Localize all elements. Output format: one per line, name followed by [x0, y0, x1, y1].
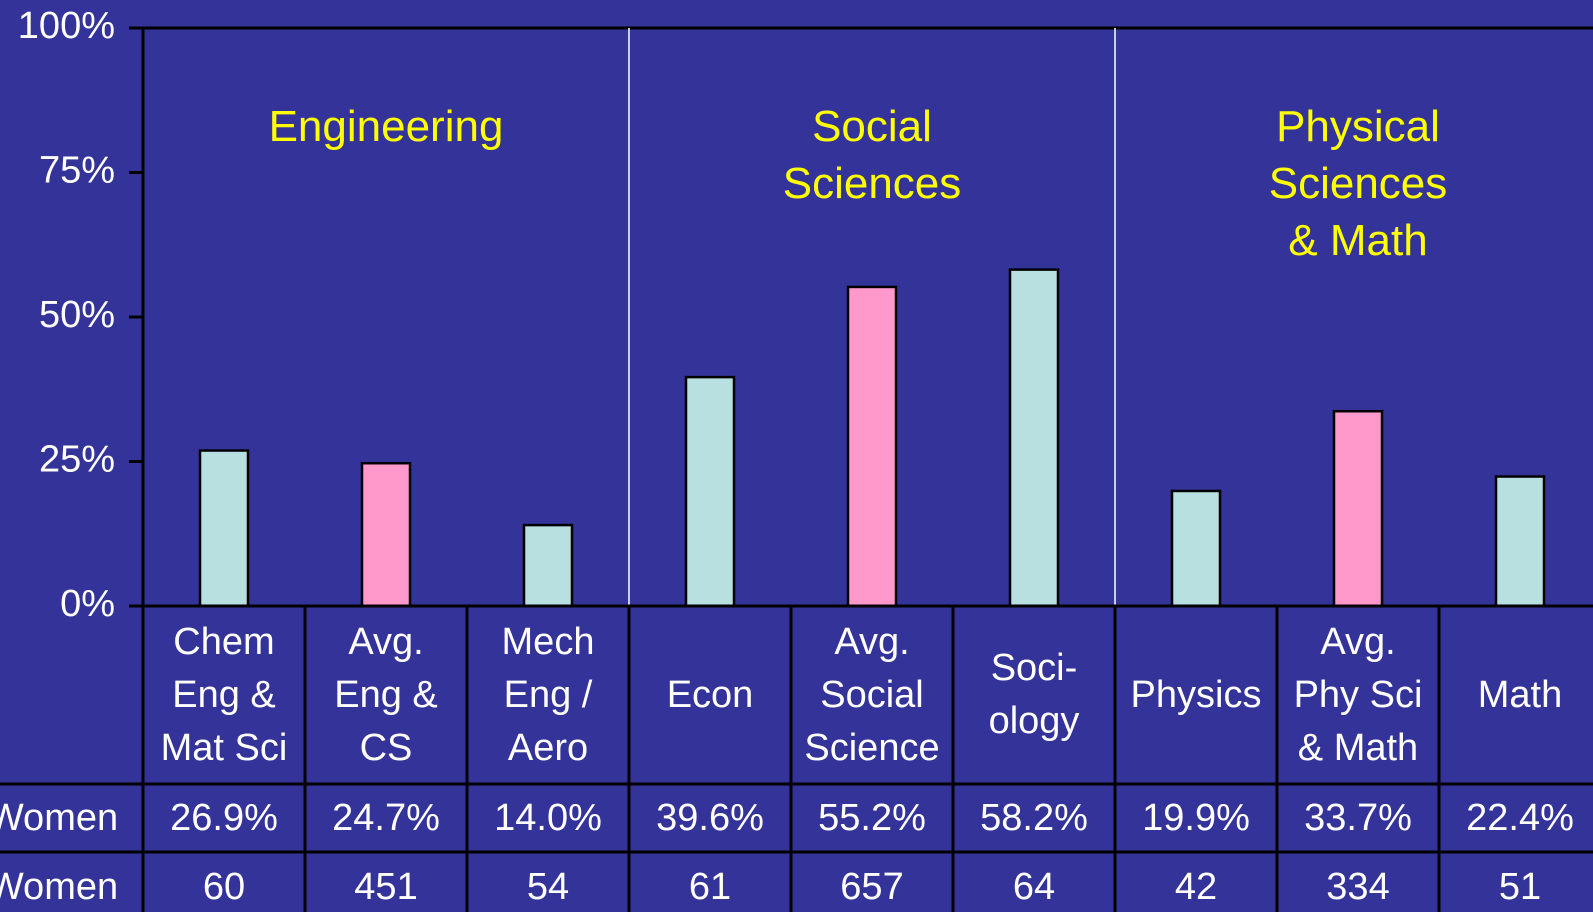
percent-cell: 14.0%: [494, 796, 602, 839]
percent-cell: 33.7%: [1304, 796, 1412, 839]
bar: [1170, 489, 1222, 608]
percent-cell: 39.6%: [656, 796, 764, 839]
category-label: Mech Eng / Aero: [501, 620, 595, 769]
bar: [1332, 409, 1384, 608]
y-tick-label: 100%: [18, 5, 115, 47]
percent-cell: 55.2%: [818, 796, 926, 839]
y-tick-label: 25%: [39, 439, 115, 481]
group-title: Physical Sciences & Math: [1268, 102, 1448, 265]
bar: [198, 449, 250, 608]
group-title: Engineering: [268, 102, 504, 151]
percent-cell: 26.9%: [170, 796, 278, 839]
category-label: Avg. Eng & CS: [334, 620, 438, 769]
y-tick-label: 75%: [39, 150, 115, 192]
row-label: Women: [0, 865, 119, 908]
count-cell: 61: [688, 865, 732, 908]
count-cell: 51: [1498, 865, 1542, 908]
bar: [1008, 268, 1060, 608]
percent-cell: 22.4%: [1466, 796, 1574, 839]
group-title: Social Sciences: [782, 102, 962, 208]
count-cell: 451: [354, 865, 418, 908]
bar: [846, 285, 898, 608]
count-cell: 334: [1326, 865, 1390, 908]
percent-cell: 19.9%: [1142, 796, 1250, 839]
count-cell: 657: [840, 865, 904, 908]
y-tick-label: 0%: [60, 583, 115, 625]
bar: [360, 461, 412, 608]
category-label: Avg. Social Science: [804, 620, 940, 769]
category-label: Chem Eng & Mat Sci: [160, 620, 288, 769]
category-label: Econ: [666, 673, 754, 716]
category-label: Avg. Phy Sci & Math: [1293, 620, 1423, 769]
category-label: Physics: [1130, 673, 1262, 716]
category-label: Soci- ology: [988, 647, 1080, 742]
count-cell: 54: [526, 865, 570, 908]
bar: [684, 375, 736, 608]
count-cell: 64: [1012, 865, 1056, 908]
percent-cell: 58.2%: [980, 796, 1088, 839]
y-tick-label: 50%: [39, 294, 115, 336]
percent-cell: 24.7%: [332, 796, 440, 839]
bar: [1494, 475, 1546, 608]
row-label: Women: [0, 796, 119, 839]
count-cell: 42: [1174, 865, 1218, 908]
bar: [522, 523, 574, 608]
category-label: Math: [1477, 673, 1563, 716]
count-cell: 60: [202, 865, 246, 908]
